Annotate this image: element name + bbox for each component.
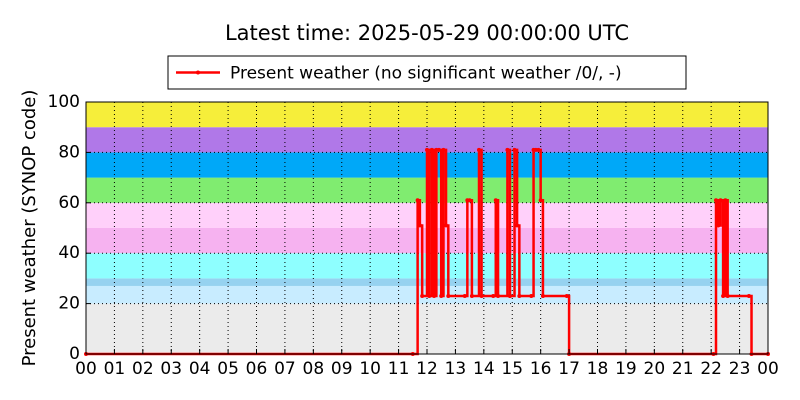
x-tick-label: 19 [615,359,637,379]
y-tick-label: 80 [58,142,80,162]
series-marker [493,198,498,203]
y-axis-label: Present weather (SYNOP code) [19,90,40,367]
series-marker [479,294,484,299]
y-tick-label: 0 [69,344,80,364]
chart-title: Latest time: 2025-05-29 00:00:00 UTC [225,21,629,45]
legend-box [167,55,687,90]
series-marker [718,198,723,203]
series-marker [540,294,545,299]
series-marker [529,294,534,299]
series-marker [515,223,520,228]
series-marker [444,223,449,228]
series-marker [420,294,425,299]
axes: 00 01 02 03 04 05 06 07 08 09 10 11 12 13 14 15 16 17 18 19… [48,92,779,379]
x-tick-label: 22 [700,359,722,379]
series-marker [425,147,429,152]
x-tick-label: 07 [274,359,296,379]
x-tick-label: 03 [160,359,182,379]
x-tick-label: 09 [331,359,353,379]
series-marker [723,198,728,203]
series-marker [746,294,751,299]
x-tick-label: 15 [501,359,523,379]
y-tick-label: 60 [58,193,80,213]
series-marker [439,294,444,299]
legend-marker [196,70,200,75]
x-tick-label: 16 [530,359,552,379]
series-marker [713,198,718,203]
x-tick-label: 23 [729,359,751,379]
x-tick-label: 10 [359,359,381,379]
x-tick-label: 00 [75,359,97,379]
series-marker [512,147,517,152]
series-marker [496,294,501,299]
x-tick-label: 11 [388,359,410,379]
series-marker [517,294,522,299]
x-tick-label: 14 [473,359,495,379]
x-tick-label: 02 [132,359,154,379]
x-tick-label: 06 [246,359,268,379]
x-tick-label: 01 [104,359,126,379]
series-marker [429,147,434,152]
series-marker [417,223,422,228]
series-marker [536,147,541,152]
x-tick-label: 21 [672,359,694,379]
y-tick-label: 40 [58,243,80,263]
x-tick-label: 08 [303,359,325,379]
series-marker [467,198,472,203]
x-tick-label: 13 [445,359,467,379]
series-marker [491,294,496,299]
series-marker [427,294,432,299]
x-tick-label: 00 [757,359,779,379]
series-marker [469,294,474,299]
series-marker [538,198,543,203]
series-marker [721,294,726,299]
series-marker [725,294,730,299]
series-marker [436,147,441,152]
x-tick-label: 12 [416,359,438,379]
x-tick-label: 18 [587,359,609,379]
series-marker [505,147,510,152]
series-marker [507,294,512,299]
series-marker [716,223,721,228]
series-marker [477,147,482,152]
y-tick-label: 20 [58,294,80,314]
series-marker [432,294,437,299]
legend: Present weather (no significant weather … [167,55,687,90]
x-tick-label: 04 [189,359,211,379]
series-marker [441,147,446,152]
series-marker [446,294,451,299]
x-tick-label: 17 [558,359,580,379]
x-tick-label: 20 [644,359,666,379]
series-marker [462,294,467,299]
y-tick-label: 100 [48,92,80,112]
band [86,303,768,354]
series-marker [415,198,420,203]
x-tick-label: 05 [217,359,239,379]
legend-label: Present weather (no significant weather … [230,64,622,84]
plot [84,147,770,356]
series-marker [564,294,569,299]
